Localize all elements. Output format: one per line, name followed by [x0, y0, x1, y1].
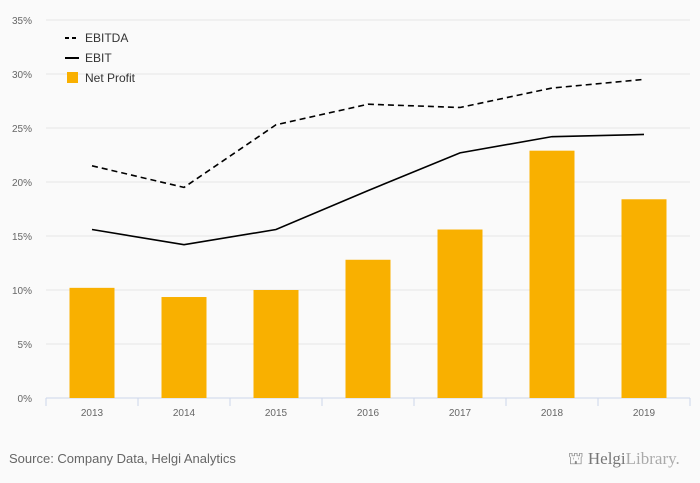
legend-label: EBITDA [85, 31, 128, 45]
x-tick-label: 2014 [173, 408, 196, 419]
x-tick-label: 2017 [449, 408, 472, 419]
x-tick-label: 2019 [633, 408, 656, 419]
x-tick-label: 2015 [265, 408, 288, 419]
x-tick-label: 2016 [357, 408, 380, 419]
y-tick-label: 25% [12, 124, 32, 135]
x-tick-label: 2013 [81, 408, 104, 419]
legend-label: EBIT [85, 51, 112, 65]
y-tick-label: 5% [18, 340, 33, 351]
line-ebitda [91, 78, 645, 189]
bar-net-profit [437, 229, 483, 398]
y-tick-label: 15% [12, 232, 32, 243]
bar-net-profit [529, 150, 575, 398]
bar-net-profit [69, 287, 115, 398]
y-tick-label: 10% [12, 286, 32, 297]
y-tick-label: 30% [12, 70, 32, 81]
helgi-library-logo[interactable]: ⛫ HelgiLibrary. [568, 449, 680, 468]
y-tick-label: 35% [12, 16, 32, 27]
bar-net-profit [621, 199, 667, 398]
y-tick-label: 0% [18, 394, 33, 405]
y-tick-label: 20% [12, 178, 32, 189]
line-ebit [91, 133, 645, 246]
legend-label: Net Profit [85, 71, 136, 85]
bar-net-profit [161, 297, 207, 398]
source-note: Source: Company Data, Helgi Analytics [9, 451, 236, 466]
legend-swatch-net-profit [67, 72, 78, 83]
bar-net-profit [345, 259, 391, 398]
bar-net-profit [253, 290, 299, 398]
x-tick-label: 2018 [541, 408, 564, 419]
